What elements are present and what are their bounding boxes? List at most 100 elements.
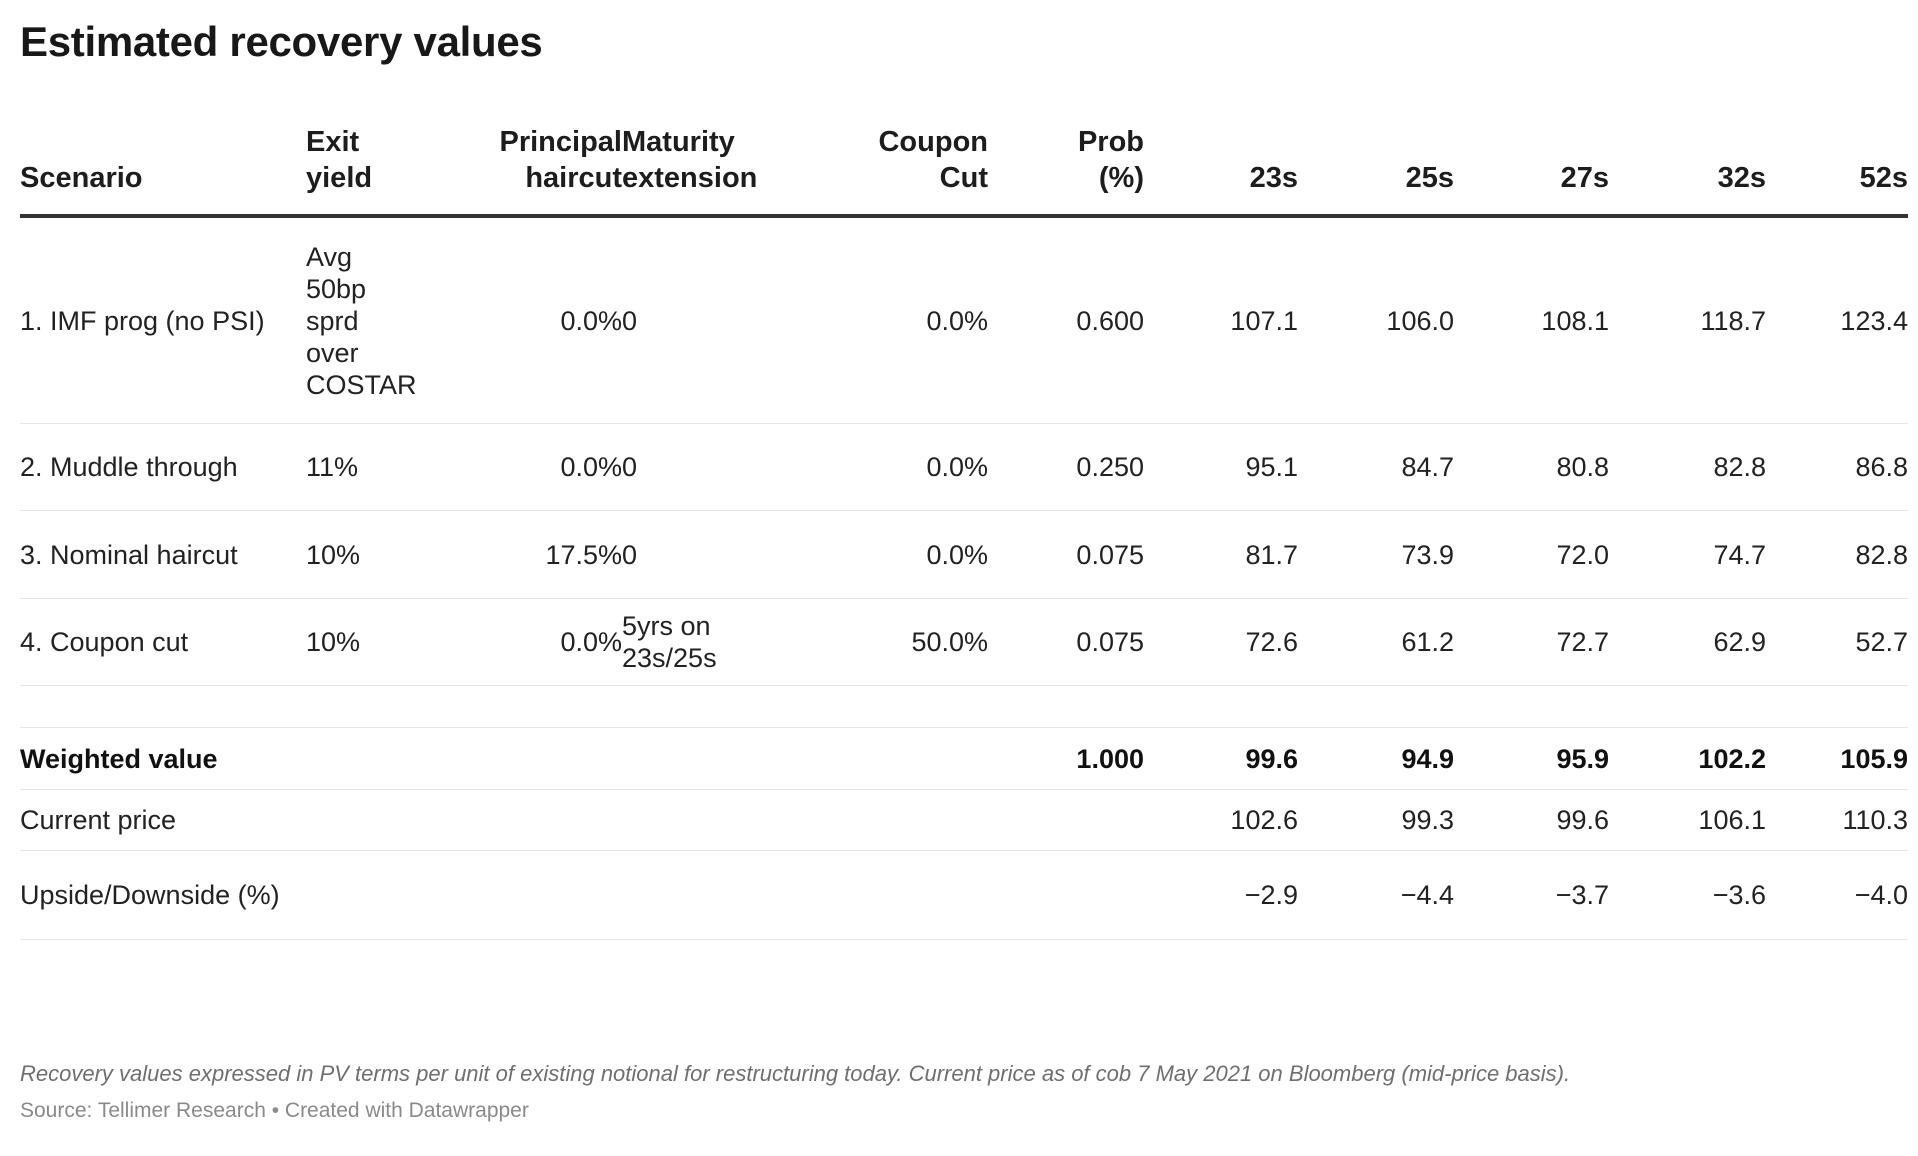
table-cell: 10% [306, 598, 416, 686]
table-cell: −3.7 [1454, 850, 1609, 940]
table-row: 1. IMF prog (no PSI) Avg 50bp sprd over C… [20, 216, 1908, 424]
table-cell [416, 685, 622, 728]
table-cell [306, 850, 416, 940]
table-cell [988, 685, 1144, 728]
table-cell: 0.0% [416, 216, 622, 424]
row-label: Upside/Downside (%) [20, 850, 306, 940]
table-cell [622, 789, 810, 851]
column-header: Coupon Cut [810, 124, 988, 218]
table-cell [1766, 685, 1908, 728]
table-cell: 99.6 [1454, 789, 1609, 851]
table-cell: 95.1 [1144, 423, 1298, 511]
table-cell [810, 727, 988, 790]
table-cell: 73.9 [1298, 510, 1454, 599]
table-cell: 94.9 [1298, 727, 1454, 790]
table-cell: 1.000 [988, 727, 1144, 790]
table-body: 1. IMF prog (no PSI) Avg 50bp sprd over C… [20, 216, 1908, 940]
table-row: 4. Coupon cut 10% 0.0% 5yrs on 23s/25s 50.0%… [20, 598, 1908, 686]
table-cell: 99.6 [1144, 727, 1298, 790]
table-cell [1454, 685, 1609, 728]
table-cell: 110.3 [1766, 789, 1908, 851]
table-cell: 52.7 [1766, 598, 1908, 686]
table-cell: 0.0% [416, 598, 622, 686]
table-cell: 106.1 [1609, 789, 1766, 851]
footnote: Recovery values expressed in PV terms pe… [20, 1061, 1571, 1086]
table-cell: 17.5% [416, 510, 622, 599]
table-row: Weighted value 1.000 99.6 94.9 95.9 102.2 105.… [20, 727, 1908, 790]
table-row: Upside/Downside (%) −2.9 −4.4 −3.7 −3.6 −4.0 [20, 850, 1908, 940]
table-cell: 102.2 [1609, 727, 1766, 790]
table-cell [306, 789, 416, 851]
column-header: Exit yield [306, 124, 416, 218]
row-label: Weighted value [20, 727, 306, 790]
table-cell: 62.9 [1609, 598, 1766, 686]
table-cell: 0 [622, 423, 810, 511]
table-cell: 50.0% [810, 598, 988, 686]
row-label: Current price [20, 789, 306, 851]
table-cell [810, 685, 988, 728]
table-cell: 72.6 [1144, 598, 1298, 686]
table-cell: 72.0 [1454, 510, 1609, 599]
spacer-row [20, 685, 1908, 728]
table-cell: 11% [306, 423, 416, 511]
table-cell: 99.3 [1298, 789, 1454, 851]
table-cell [1144, 685, 1298, 728]
table-cell: −4.0 [1766, 850, 1908, 940]
table-cell: 0.600 [988, 216, 1144, 424]
table-cell: 0.0% [416, 423, 622, 511]
recovery-table: Scenario Exit yield Principal haircut Maturit… [20, 124, 1908, 940]
table-cell: 0.075 [988, 598, 1144, 686]
table-cell: 10% [306, 510, 416, 599]
table-cell: Avg 50bp sprd over COSTAR [306, 216, 417, 424]
table-row: 2. Muddle through 11% 0.0% 0 0.0% 0.250 95.1 84… [20, 423, 1908, 511]
table-cell: 95.9 [1454, 727, 1609, 790]
column-header: Prob (%) [988, 124, 1144, 218]
column-header: 27s [1454, 124, 1609, 218]
row-label: 4. Coupon cut [20, 598, 306, 686]
table-cell [416, 727, 622, 790]
table-cell [622, 685, 810, 728]
table-cell: 106.0 [1298, 216, 1454, 424]
table-cell: 86.8 [1766, 423, 1908, 511]
table-cell: 0.075 [988, 510, 1144, 599]
table-cell [1298, 685, 1454, 728]
column-header: 23s [1144, 124, 1298, 218]
table-cell [306, 727, 416, 790]
table-cell: 84.7 [1298, 423, 1454, 511]
table-cell: 0.250 [988, 423, 1144, 511]
table-cell: −3.6 [1609, 850, 1766, 940]
table-row: Current price 102.6 99.3 99.6 106.1 110.3 [20, 789, 1908, 851]
table-cell: 81.7 [1144, 510, 1298, 599]
table-cell: 0.0% [810, 510, 988, 599]
table-cell: 61.2 [1298, 598, 1454, 686]
table-cell: 80.8 [1454, 423, 1609, 511]
table-cell: 82.8 [1609, 423, 1766, 511]
table-cell: 0.0% [810, 423, 988, 511]
row-label: 2. Muddle through [20, 423, 306, 511]
table-cell: −2.9 [1144, 850, 1298, 940]
table-row: 3. Nominal haircut 10% 17.5% 0 0.0% 0.075 81.7… [20, 510, 1908, 599]
row-label: 1. IMF prog (no PSI) [20, 216, 306, 424]
table-cell: 0.0% [810, 216, 988, 424]
table-cell [416, 789, 622, 851]
table-cell: 5yrs on 23s/25s [622, 598, 810, 686]
table-cell [810, 850, 988, 940]
table-cell [1609, 685, 1766, 728]
table-cell: 102.6 [1144, 789, 1298, 851]
column-header: Maturity extension [622, 124, 810, 218]
column-header: 32s [1609, 124, 1766, 218]
table-cell [810, 789, 988, 851]
table-cell: 74.7 [1609, 510, 1766, 599]
table-cell: −4.4 [1298, 850, 1454, 940]
row-label [20, 685, 306, 728]
table-cell [306, 685, 416, 728]
table-cell [988, 850, 1144, 940]
table-cell: 123.4 [1766, 216, 1908, 424]
table-cell [988, 789, 1144, 851]
table-cell: 118.7 [1609, 216, 1766, 424]
header-row: Scenario Exit yield Principal haircut Maturit… [20, 124, 1908, 218]
column-header: 52s [1766, 124, 1908, 218]
table-cell [622, 727, 810, 790]
column-header: 25s [1298, 124, 1454, 218]
table-cell [622, 850, 810, 940]
